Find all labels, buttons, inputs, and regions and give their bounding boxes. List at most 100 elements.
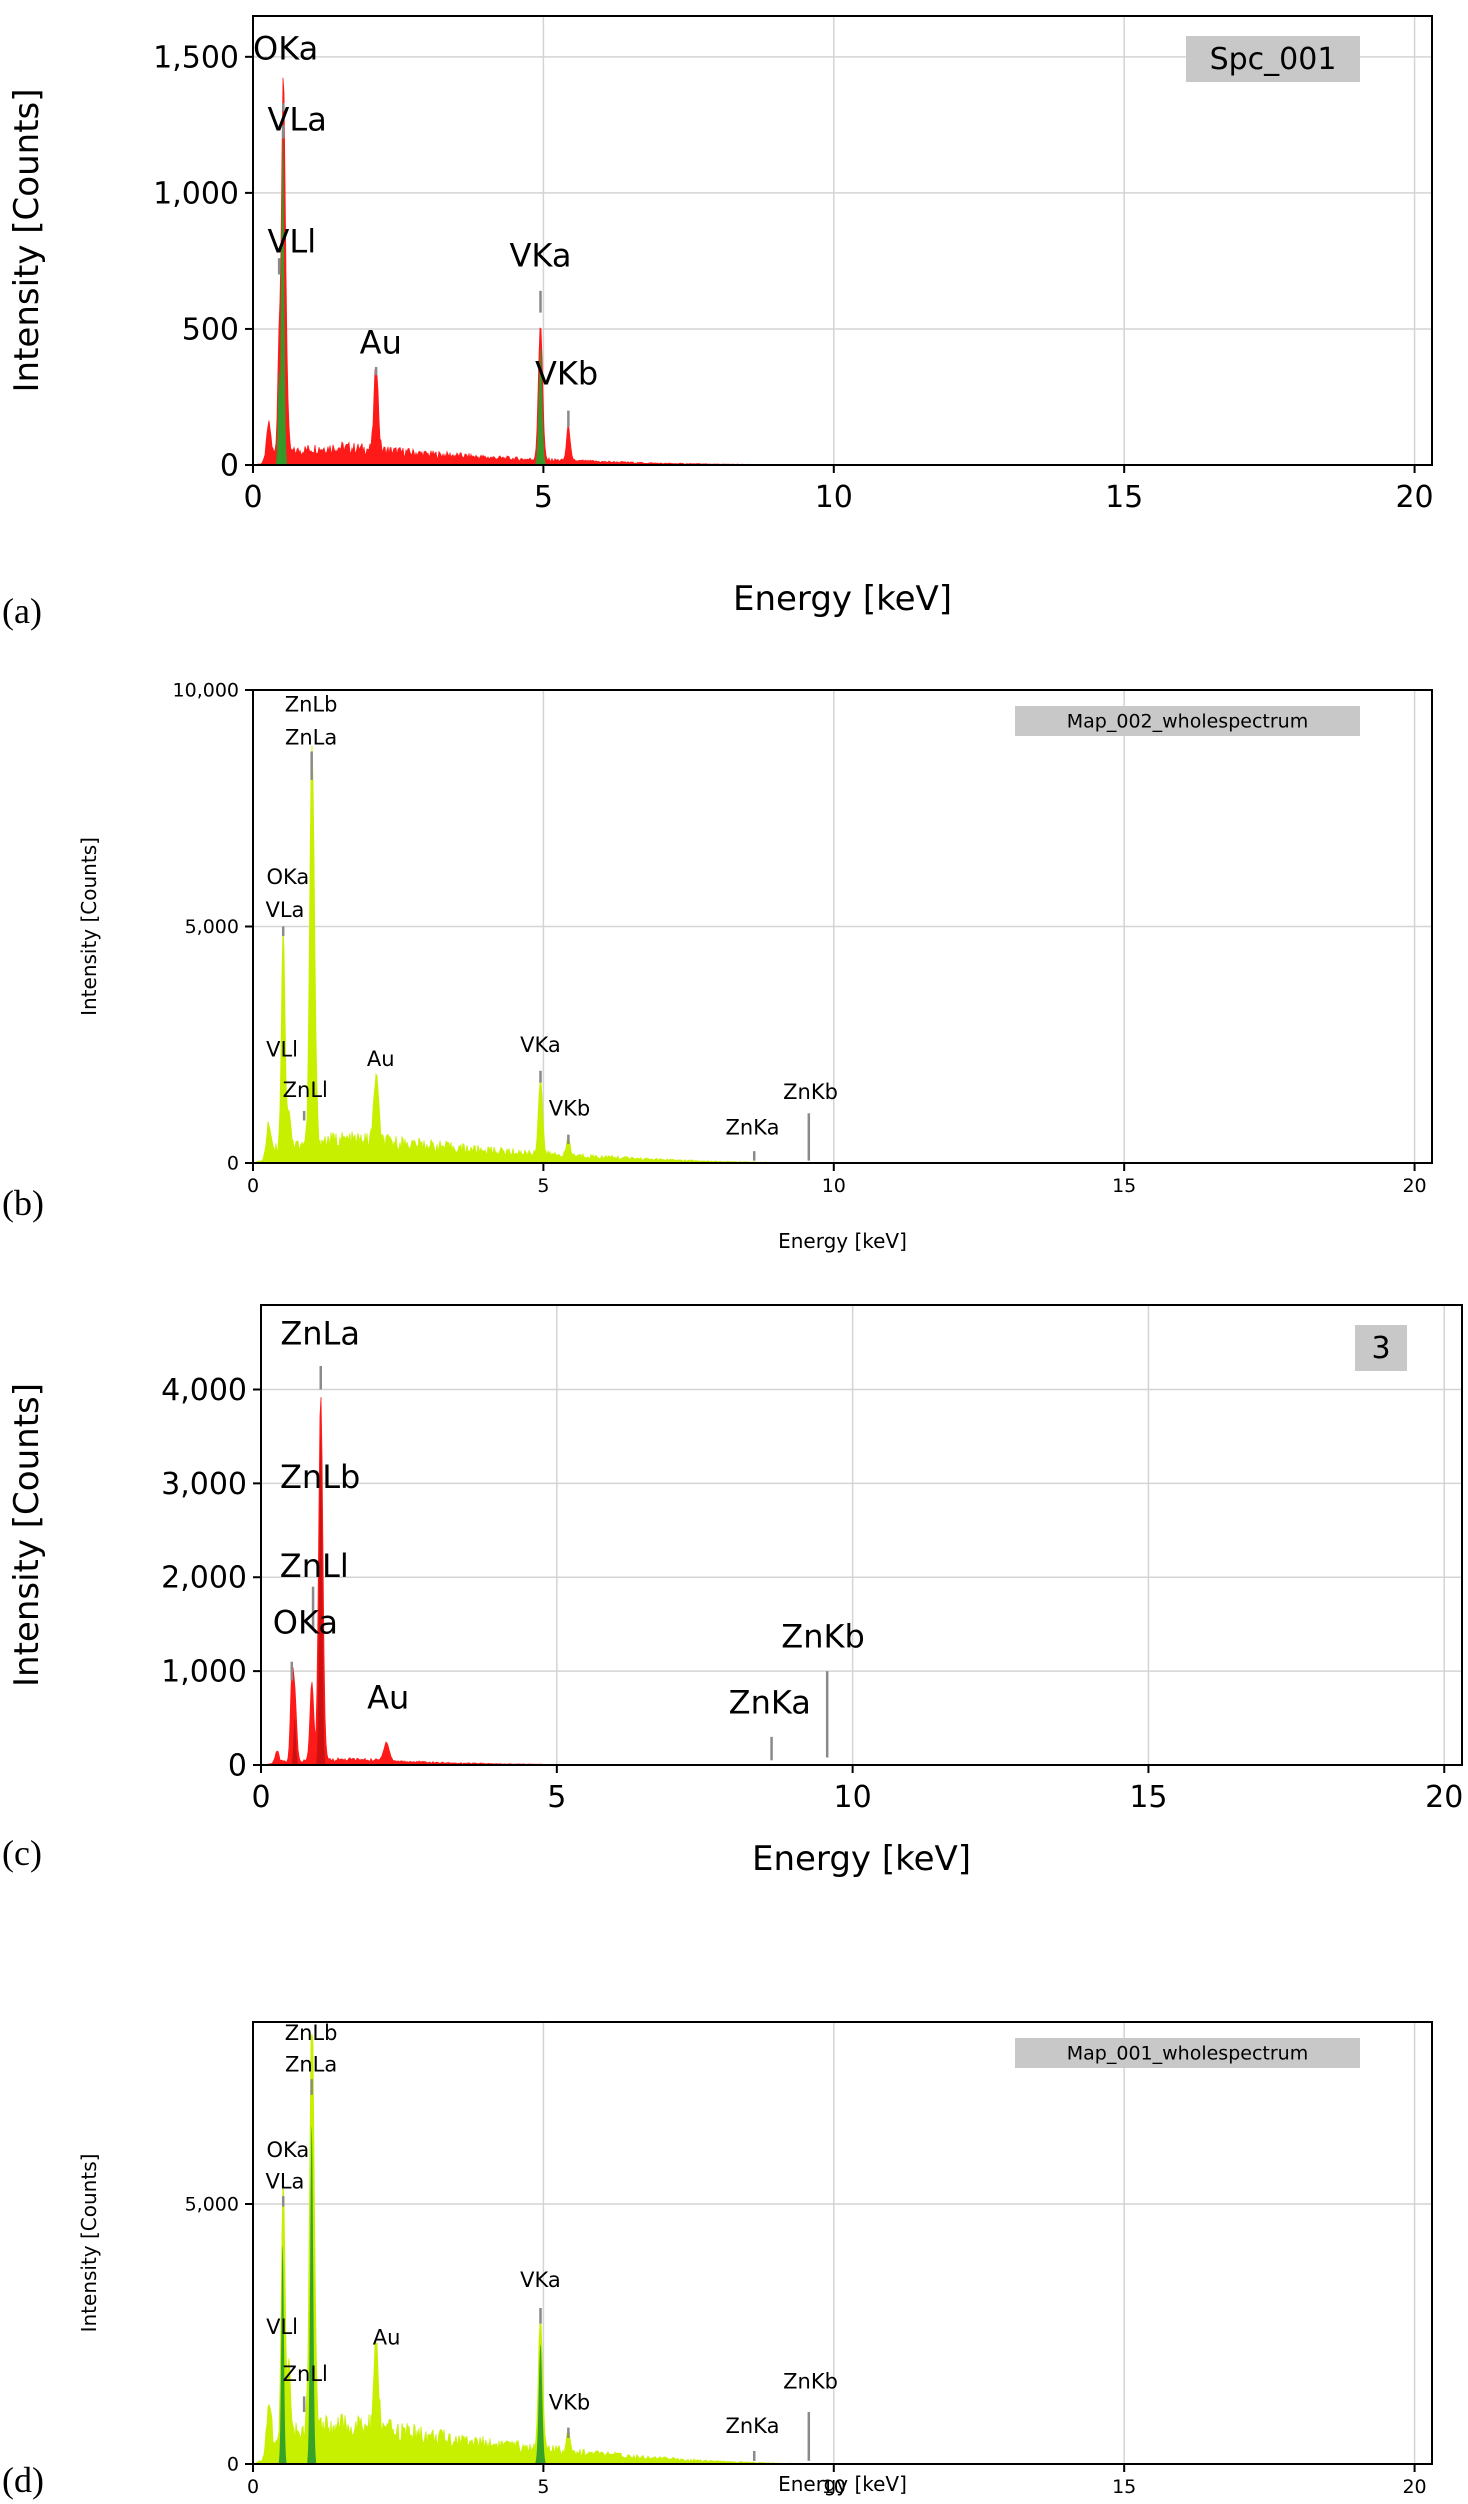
legend-box	[1015, 2038, 1360, 2068]
x-tick-label: 20	[1402, 2476, 1426, 2498]
x-axis-label: Energy [keV]	[778, 2472, 907, 2496]
element-label: VLa	[265, 898, 304, 922]
spectrum-area	[260, 1397, 1462, 1766]
panel-c: 0 5 10 15 20 0 1,000 2,000 3,000 4,000 Energy [keV…	[7, 1304, 1463, 1879]
element-label: OKa	[253, 30, 318, 68]
plot-frame	[260, 1304, 1463, 1766]
element-label: ZnLb	[280, 1458, 360, 1496]
element-label: Au	[360, 323, 402, 361]
legend-box	[1355, 1325, 1407, 1371]
x-tick-label: 0	[247, 2476, 259, 2498]
y-tick-label: 5,000	[185, 916, 239, 938]
x-tick-label: 10	[815, 480, 853, 515]
legend-box	[1015, 706, 1360, 736]
element-label: VKa	[520, 1033, 561, 1057]
element-label: VLl	[268, 223, 317, 261]
x-tick-label: 5	[547, 1780, 566, 1815]
y-tick-label: 500	[182, 312, 239, 347]
plot-frame	[252, 15, 1433, 466]
element-label: ZnLa	[285, 2052, 337, 2076]
x-tick-label: 15	[1129, 1780, 1167, 1815]
y-tick-label: 3,000	[161, 1467, 247, 1502]
element-label: ZnLl	[283, 1078, 328, 1102]
x-axis-label: Energy [keV]	[778, 1229, 907, 1253]
element-label: VLl	[266, 1038, 298, 1062]
element-peak-overlay	[535, 348, 546, 465]
x-tick-label: 15	[1105, 480, 1143, 515]
element-label: ZnLb	[285, 2021, 338, 2045]
element-peak-overlay	[278, 2245, 287, 2464]
x-tick-label: 5	[534, 480, 553, 515]
element-label: VLl	[266, 2315, 298, 2339]
x-tick-label: 15	[1112, 1175, 1136, 1197]
panel-a: 0 5 10 15 20 0 500 1,000 1,500 Energy [keV] Intens…	[7, 15, 1434, 619]
x-tick-label: 0	[243, 480, 262, 515]
x-axis-label: Energy [keV]	[752, 1839, 971, 1879]
y-tick-label: 2,000	[161, 1561, 247, 1596]
element-label: ZnKa	[729, 1683, 811, 1721]
y-axis-label: Intensity [Counts]	[7, 88, 47, 392]
y-tick-label: 1,000	[161, 1655, 247, 1690]
element-label: VLa	[268, 100, 327, 138]
element-label: ZnLa	[285, 725, 337, 749]
panel-label-b: (b)	[2, 1183, 44, 1223]
element-peak-overlay	[278, 133, 287, 465]
x-tick-label: 10	[834, 1780, 872, 1815]
element-label: VKb	[549, 1097, 590, 1121]
element-label: VLa	[265, 2169, 304, 2193]
y-axis-label: Intensity [Counts]	[77, 2154, 101, 2333]
element-label: ZnKa	[725, 1116, 779, 1140]
x-tick-label: 5	[537, 1175, 549, 1197]
element-peak-overlay	[291, 1718, 299, 1765]
plot-frame	[252, 2021, 1433, 2465]
spectrum-area	[252, 2033, 1432, 2465]
y-tick-label: 0	[220, 449, 239, 484]
element-label: VKb	[535, 355, 598, 393]
x-tick-label: 20	[1395, 480, 1433, 515]
panel-label-d: (d)	[2, 2460, 44, 2500]
x-tick-label: 5	[537, 2476, 549, 2498]
spectrum-area	[252, 745, 1432, 1164]
element-label: ZnLa	[280, 1314, 360, 1352]
x-tick-label: 0	[247, 1175, 259, 1197]
element-label: ZnKa	[725, 2414, 779, 2438]
x-tick-label: 0	[251, 1780, 270, 1815]
legend-label: Map_002_wholespectrum	[1067, 711, 1308, 733]
y-tick-label: 0	[228, 1749, 247, 1784]
y-axis-label: Intensity [Counts]	[7, 1383, 47, 1687]
element-peak-overlay	[535, 2344, 546, 2464]
element-label: ZnLl	[283, 2362, 328, 2386]
element-label: VKa	[510, 236, 572, 274]
x-tick-label: 10	[822, 1175, 846, 1197]
legend-label: Map_001_wholespectrum	[1067, 2043, 1308, 2065]
panel-label-c: (c)	[2, 1833, 42, 1873]
element-label: VKb	[549, 2390, 590, 2414]
legend-label: Spc_001	[1210, 42, 1337, 77]
element-peak-overlay	[307, 2126, 317, 2464]
y-tick-label: 0	[227, 1153, 239, 1175]
element-label: Au	[367, 1047, 395, 1071]
element-label: OKa	[273, 1604, 338, 1642]
y-tick-label: 4,000	[161, 1373, 247, 1408]
element-label: ZnLl	[280, 1547, 349, 1585]
element-label: OKa	[266, 2138, 309, 2162]
element-peak-overlay	[316, 1436, 326, 1765]
element-label: ZnKb	[783, 2370, 838, 2394]
x-tick-label: 20	[1425, 1780, 1463, 1815]
y-tick-label: 0	[227, 2454, 239, 2476]
element-label: ZnLb	[285, 692, 338, 716]
element-label: Au	[367, 1679, 409, 1717]
y-tick-label: 1,500	[153, 40, 239, 75]
y-tick-label: 1,000	[153, 176, 239, 211]
x-axis-label: Energy [keV]	[733, 579, 952, 619]
y-tick-label: 5,000	[185, 2194, 239, 2216]
element-label: OKa	[266, 865, 309, 889]
element-label: ZnKb	[781, 1618, 865, 1656]
spectrum-area	[252, 77, 1432, 466]
y-axis-label: Intensity [Counts]	[77, 837, 101, 1016]
y-tick-label: 10,000	[173, 680, 239, 702]
element-label: ZnKb	[783, 1080, 838, 1104]
panel-label-a: (a)	[2, 591, 42, 631]
